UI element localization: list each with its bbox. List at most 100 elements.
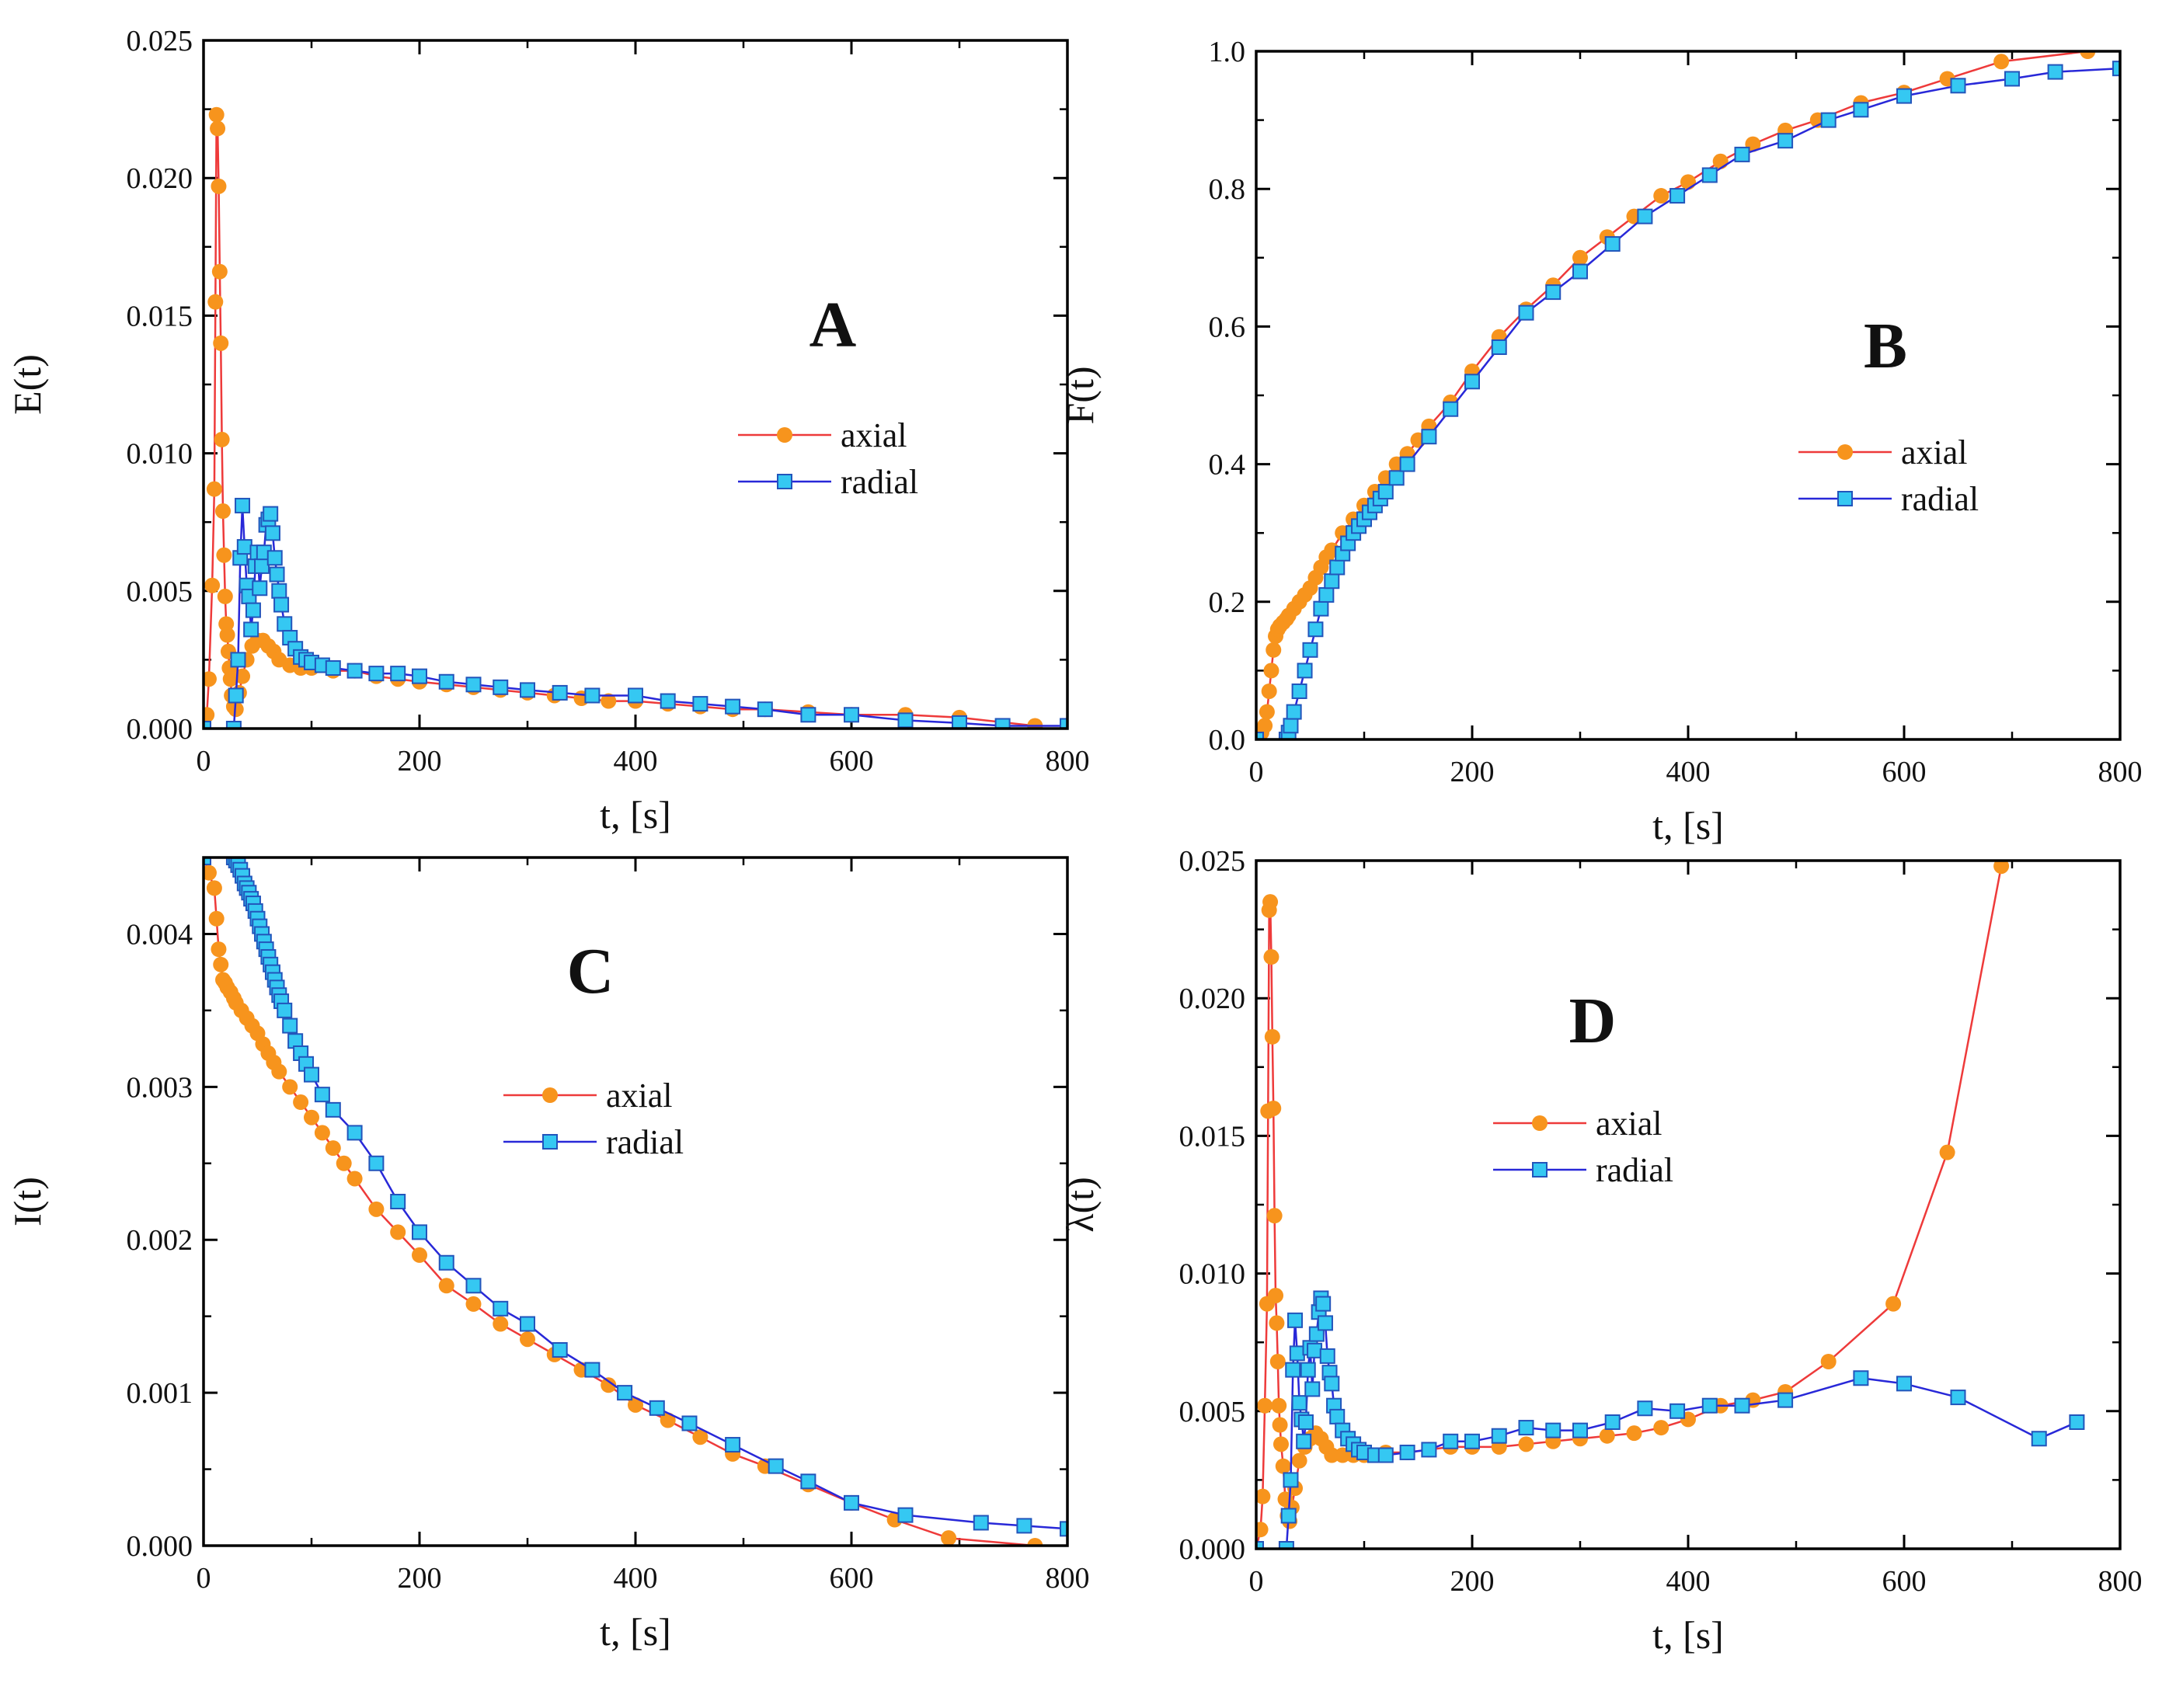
data-point-radial (1545, 284, 1561, 301)
data-point-radial (1545, 1422, 1561, 1438)
data-point-axial (1266, 1100, 1282, 1116)
data-point-radial (1307, 1342, 1323, 1358)
series-axial (1256, 51, 2096, 739)
legend-label-axial: axial (1596, 1104, 1662, 1143)
data-point-radial (649, 1400, 665, 1416)
x-tick-label: 0 (197, 745, 211, 777)
data-point-radial (1820, 112, 1837, 128)
y-axis-label: E(t) (5, 354, 49, 415)
series-line-axial (1256, 51, 2088, 739)
plot-frame (1255, 50, 2122, 741)
data-point-axial (293, 1094, 309, 1111)
legend-label-radial: radial (841, 463, 918, 501)
y-axis-label: F(t) (1058, 367, 1102, 425)
data-point-radial (1734, 1397, 1750, 1414)
data-point-radial (266, 550, 283, 566)
data-point-radial (273, 597, 290, 613)
data-point-axial (213, 335, 229, 351)
y-tick-label: 0.010 (127, 438, 193, 471)
data-point-radial (844, 707, 859, 723)
data-point-axial (1271, 1397, 1287, 1414)
y-axis-label: λ(t) (1058, 1177, 1102, 1232)
y-tick-label: 0.025 (1179, 845, 1246, 878)
data-point-axial (1257, 1397, 1273, 1414)
data-point-axial (1820, 1354, 1837, 1370)
x-tick-label: 400 (614, 1562, 658, 1595)
data-point-radial (520, 682, 535, 698)
data-point-radial (1464, 374, 1480, 390)
data-point-radial (304, 1066, 319, 1083)
series-axial (1256, 861, 2010, 1549)
data-point-radial (438, 673, 454, 690)
data-point-axial (211, 263, 228, 280)
series-radial (204, 497, 1067, 729)
data-point-radial (263, 506, 279, 522)
data-point-radial (1287, 1312, 1304, 1328)
data-point-radial (1304, 1381, 1321, 1397)
x-tick-label: 800 (2098, 756, 2143, 788)
data-point-radial (1464, 1433, 1480, 1449)
data-point-radial (681, 1415, 698, 1431)
data-point-radial (1300, 1362, 1316, 1378)
x-tick-label: 400 (614, 745, 658, 777)
x-tick-label: 600 (1882, 756, 1927, 788)
data-point-radial (252, 580, 268, 597)
data-point-axial (601, 693, 617, 709)
data-point-axial (1263, 949, 1279, 965)
data-point-radial (1289, 1345, 1305, 1362)
x-axis-label: t, [s] (1652, 804, 1724, 847)
y-tick-label: 0.4 (1209, 449, 1246, 482)
data-point-axial (1993, 861, 2010, 875)
legend-marker-radial (542, 1134, 558, 1150)
data-point-axial (235, 668, 251, 684)
data-point-axial (1256, 1488, 1271, 1505)
data-point-radial (1256, 1541, 1264, 1549)
data-point-radial (1950, 1390, 1966, 1406)
data-point-axial (1257, 718, 1273, 734)
data-point-radial (757, 701, 773, 718)
data-point-axial (211, 178, 227, 194)
data-point-radial (692, 696, 709, 712)
data-point-axial (219, 627, 235, 643)
x-tick-label: 800 (2098, 1565, 2143, 1598)
data-point-axial (314, 1125, 330, 1141)
data-point-axial (1262, 894, 1279, 910)
data-point-radial (1317, 1315, 1333, 1331)
data-point-radial (897, 712, 914, 729)
data-point-axial (206, 481, 222, 497)
legend-label-radial: radial (1901, 480, 1979, 518)
data-point-radial (204, 857, 211, 865)
data-point-axial (1272, 1417, 1288, 1433)
y-tick-label: 0.005 (127, 576, 193, 608)
data-point-radial (800, 1473, 816, 1490)
data-point-axial (204, 864, 217, 881)
data-point-axial (1324, 1447, 1340, 1463)
data-point-radial (1060, 1521, 1067, 1537)
panel-letter: B (1864, 310, 1907, 382)
series-line-axial (204, 857, 1036, 1546)
data-point-axial (1261, 683, 1277, 699)
data-point-radial (1060, 718, 1067, 729)
data-point-axial (215, 503, 232, 520)
data-point-radial (271, 583, 287, 599)
data-point-axial (1263, 663, 1279, 679)
x-tick-label: 0 (1249, 756, 1264, 788)
legend-label-axial: axial (841, 416, 907, 454)
data-point-axial (211, 941, 227, 958)
data-point-radial (1421, 429, 1437, 445)
data-point-axial (368, 1201, 385, 1217)
data-point-radial (1283, 1472, 1299, 1488)
data-point-radial (465, 1278, 482, 1294)
legend-label-axial: axial (606, 1077, 673, 1115)
data-point-radial (1950, 78, 1966, 94)
data-point-radial (844, 1494, 859, 1511)
data-point-axial (1599, 1428, 1615, 1444)
data-point-axial (304, 1109, 319, 1125)
data-point-axial (1259, 704, 1275, 720)
data-point-axial (204, 707, 215, 723)
data-point-axial (438, 1278, 454, 1294)
data-point-axial (1712, 153, 1729, 169)
legend-marker-axial (1837, 444, 1853, 460)
y-tick-label: 0.2 (1209, 586, 1246, 619)
x-tick-label: 400 (1666, 756, 1711, 788)
